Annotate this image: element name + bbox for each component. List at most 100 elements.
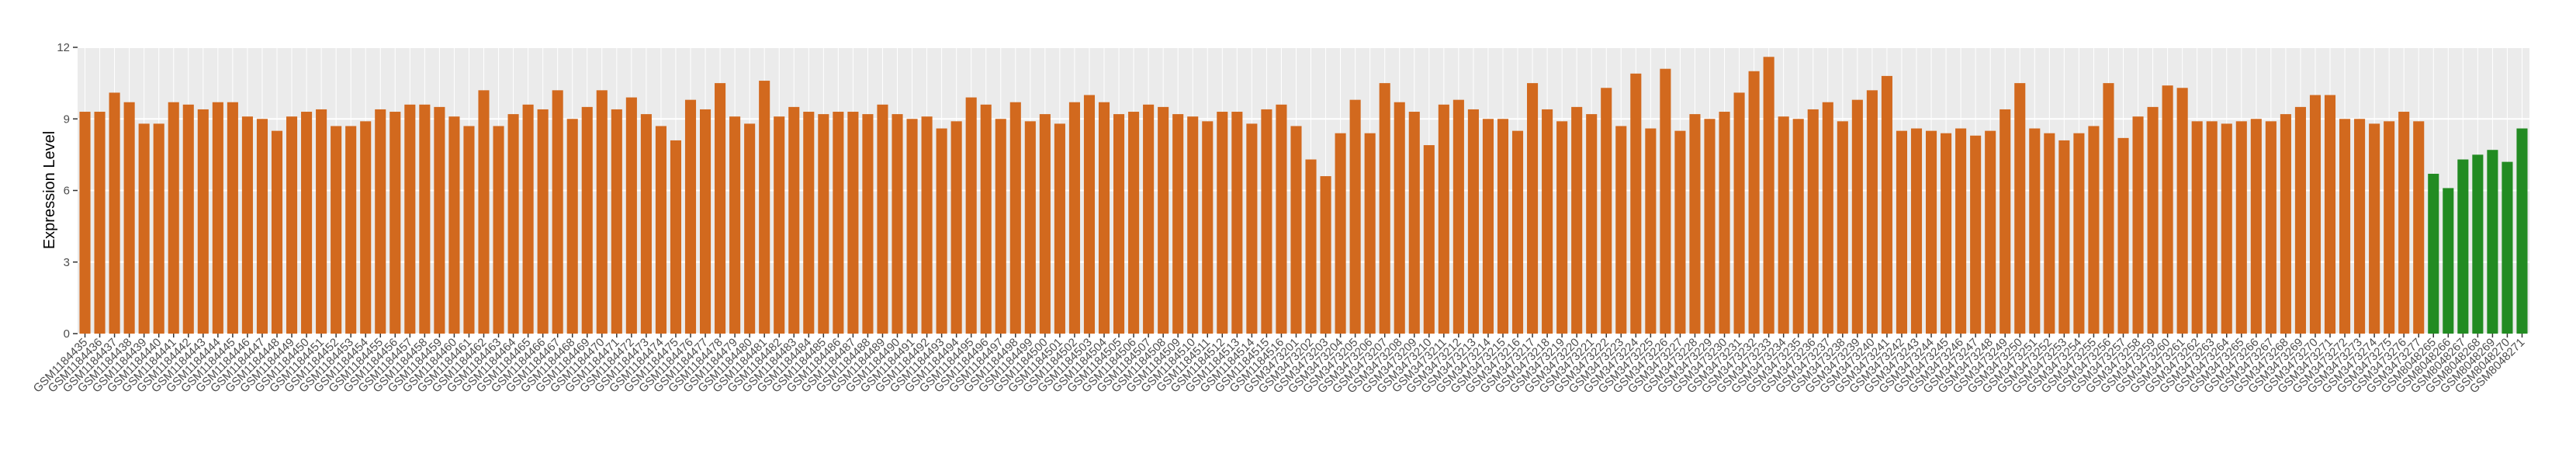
bar bbox=[1467, 109, 1479, 334]
bar bbox=[1231, 112, 1243, 334]
bar bbox=[2103, 83, 2114, 334]
bar bbox=[2029, 128, 2041, 334]
bar bbox=[2443, 188, 2454, 334]
bar bbox=[2398, 112, 2410, 334]
bar bbox=[1024, 121, 1036, 334]
bar bbox=[862, 114, 874, 334]
bar bbox=[182, 104, 194, 334]
bar bbox=[1527, 83, 1539, 334]
bar bbox=[331, 126, 342, 334]
bar bbox=[1113, 114, 1125, 334]
bar bbox=[1364, 133, 1376, 334]
bar bbox=[1482, 119, 1494, 334]
bar bbox=[448, 116, 460, 334]
bar bbox=[759, 81, 770, 334]
bar bbox=[1792, 119, 1804, 334]
bar bbox=[1719, 112, 1730, 334]
bar bbox=[1970, 135, 1982, 334]
bar bbox=[1941, 133, 1952, 334]
bar bbox=[537, 109, 549, 334]
bar bbox=[715, 83, 726, 334]
bar bbox=[1438, 104, 1449, 334]
bar bbox=[1202, 121, 1214, 334]
bar bbox=[1586, 114, 1598, 334]
bar bbox=[1128, 112, 1140, 334]
bar bbox=[995, 119, 1006, 334]
bar bbox=[197, 109, 209, 334]
bar bbox=[419, 104, 431, 334]
bar bbox=[522, 104, 534, 334]
bar bbox=[1423, 145, 1435, 334]
bar bbox=[2487, 150, 2498, 334]
bar bbox=[2384, 121, 2395, 334]
bar bbox=[2044, 133, 2055, 334]
bar bbox=[2413, 121, 2425, 334]
bar bbox=[2369, 123, 2380, 334]
bar bbox=[1172, 114, 1184, 334]
bar bbox=[818, 114, 829, 334]
bar bbox=[434, 106, 445, 334]
bar bbox=[2206, 121, 2218, 334]
bar bbox=[1733, 92, 1745, 334]
y-axis-title: Expression Level bbox=[41, 131, 58, 249]
bar bbox=[316, 109, 327, 334]
bar bbox=[1837, 121, 1848, 334]
bar bbox=[2354, 119, 2366, 334]
bar bbox=[212, 102, 223, 334]
bar bbox=[1261, 109, 1272, 334]
bar bbox=[1039, 114, 1051, 334]
bar bbox=[301, 112, 313, 334]
bar bbox=[2457, 159, 2469, 334]
bar bbox=[360, 121, 372, 334]
bar bbox=[1187, 116, 1199, 334]
bar bbox=[1704, 119, 1716, 334]
bar bbox=[1098, 102, 1110, 334]
bar bbox=[256, 119, 268, 334]
bar bbox=[877, 104, 888, 334]
bar bbox=[1394, 102, 1405, 334]
bar bbox=[1305, 159, 1317, 334]
y-tick-label: 12 bbox=[57, 41, 70, 54]
bar bbox=[699, 109, 712, 334]
bar bbox=[2221, 123, 2232, 334]
bar bbox=[980, 104, 992, 334]
bar bbox=[1615, 126, 1627, 334]
bar bbox=[833, 112, 844, 334]
bar bbox=[2309, 95, 2322, 334]
bar bbox=[2058, 140, 2070, 334]
y-tick-label: 9 bbox=[64, 112, 70, 126]
bar bbox=[1452, 99, 1464, 334]
bar bbox=[1748, 71, 1760, 334]
bar bbox=[1630, 73, 1642, 334]
bar bbox=[1881, 75, 1892, 334]
bar bbox=[2073, 133, 2085, 334]
bar bbox=[1335, 133, 1346, 334]
bar bbox=[2250, 119, 2262, 334]
bar bbox=[596, 90, 608, 334]
bar bbox=[168, 102, 179, 334]
bar bbox=[1246, 123, 1258, 334]
bar bbox=[109, 92, 120, 334]
bar bbox=[965, 97, 977, 334]
bar bbox=[552, 90, 563, 334]
bar bbox=[581, 106, 593, 334]
bar bbox=[1925, 130, 1937, 334]
bar bbox=[1645, 128, 1657, 334]
bar bbox=[1778, 116, 1789, 334]
bar bbox=[625, 97, 637, 334]
bar bbox=[286, 116, 298, 334]
bar bbox=[1083, 95, 1096, 334]
bar bbox=[847, 112, 859, 334]
bar bbox=[921, 116, 933, 334]
bar bbox=[2191, 121, 2203, 334]
bar bbox=[227, 102, 238, 334]
bar bbox=[1542, 109, 1553, 334]
bar bbox=[1217, 112, 1228, 334]
bar bbox=[138, 123, 150, 334]
bar bbox=[2162, 85, 2173, 334]
bar bbox=[478, 90, 490, 334]
bar bbox=[2014, 83, 2026, 334]
bar bbox=[1068, 102, 1080, 334]
